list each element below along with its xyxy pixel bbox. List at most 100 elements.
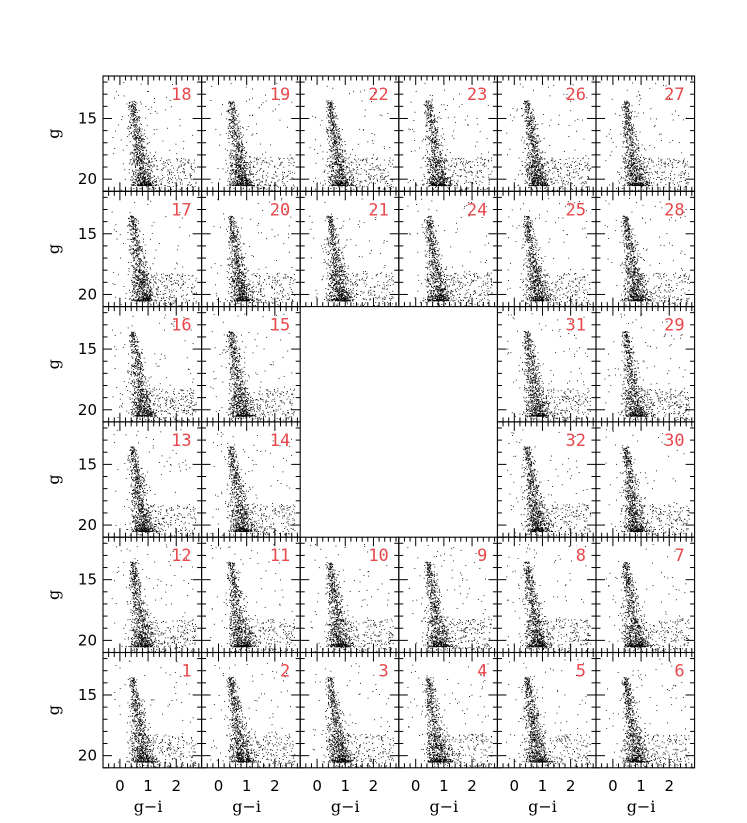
data-point (539, 169, 541, 171)
data-point (275, 175, 277, 177)
data-point (172, 172, 174, 173)
data-point (460, 176, 461, 178)
data-point (534, 166, 536, 168)
data-point (488, 161, 490, 163)
data-point (524, 162, 526, 163)
data-point (442, 175, 444, 177)
data-point (249, 179, 251, 181)
data-point (149, 178, 151, 180)
data-point (351, 183, 353, 185)
data-point (265, 151, 267, 153)
data-point (528, 187, 529, 189)
data-point (234, 124, 236, 126)
data-point (291, 157, 293, 159)
data-point (510, 114, 511, 116)
data-point (384, 148, 385, 150)
data-point (554, 165, 556, 167)
data-point (282, 171, 283, 173)
data-point (345, 182, 347, 183)
data-point (546, 161, 548, 163)
data-point (190, 177, 192, 179)
data-point (232, 116, 233, 118)
data-point (233, 157, 235, 159)
data-point (456, 162, 458, 164)
data-point (339, 139, 341, 141)
data-point (167, 169, 169, 171)
data-point (527, 164, 528, 166)
data-point (344, 162, 346, 164)
data-point (138, 165, 140, 166)
data-point (132, 101, 133, 103)
data-point (434, 182, 436, 184)
data-point (340, 161, 342, 163)
data-point (176, 159, 178, 160)
data-point (256, 123, 257, 125)
data-point (431, 115, 433, 117)
data-point (335, 161, 336, 163)
data-point (476, 173, 478, 174)
data-point (546, 183, 548, 185)
data-point (540, 152, 542, 154)
data-point (289, 170, 291, 172)
data-point (142, 164, 144, 166)
data-point (435, 145, 437, 147)
panel-id-label: 22 (368, 85, 388, 105)
data-point (447, 160, 448, 162)
data-point (124, 178, 126, 180)
data-point (135, 105, 137, 107)
data-point (232, 109, 234, 111)
data-point (210, 100, 212, 101)
data-point (537, 164, 538, 166)
data-point (459, 189, 461, 191)
data-point (584, 181, 586, 182)
data-point (437, 128, 439, 130)
data-point (192, 169, 194, 170)
data-point (262, 177, 264, 179)
data-point (169, 172, 171, 174)
data-point (527, 115, 529, 117)
data-point (326, 117, 328, 119)
data-point (338, 183, 340, 185)
data-point (581, 169, 583, 171)
data-point (239, 165, 241, 167)
data-point (151, 182, 153, 184)
data-point (153, 165, 155, 167)
data-point (233, 168, 235, 170)
data-point (149, 167, 151, 168)
data-point (464, 169, 465, 171)
data-point (253, 183, 255, 185)
data-point (429, 117, 431, 119)
data-point (138, 149, 139, 151)
data-point (536, 180, 538, 182)
data-point (236, 135, 238, 136)
data-point (435, 156, 437, 157)
data-point (337, 148, 339, 150)
data-point (194, 167, 196, 169)
data-point (275, 172, 277, 173)
data-point (145, 184, 146, 186)
data-point (251, 182, 252, 184)
data-point (480, 162, 482, 164)
data-point (236, 120, 238, 122)
data-point (336, 159, 338, 161)
data-point (234, 150, 236, 151)
data-point (568, 181, 569, 183)
data-point (279, 157, 281, 159)
data-point (528, 155, 530, 157)
data-point (439, 151, 441, 153)
data-point (447, 177, 448, 179)
data-point (314, 139, 316, 141)
data-point (230, 113, 232, 115)
data-point (440, 158, 442, 160)
data-point (426, 100, 428, 102)
data-point (262, 153, 263, 155)
data-point (239, 158, 241, 160)
data-point (345, 160, 347, 161)
data-point (241, 144, 243, 145)
data-point (114, 97, 115, 99)
data-point (423, 157, 425, 158)
data-point (344, 175, 346, 177)
data-point (135, 183, 136, 184)
data-point (240, 167, 241, 169)
data-point (139, 137, 140, 139)
